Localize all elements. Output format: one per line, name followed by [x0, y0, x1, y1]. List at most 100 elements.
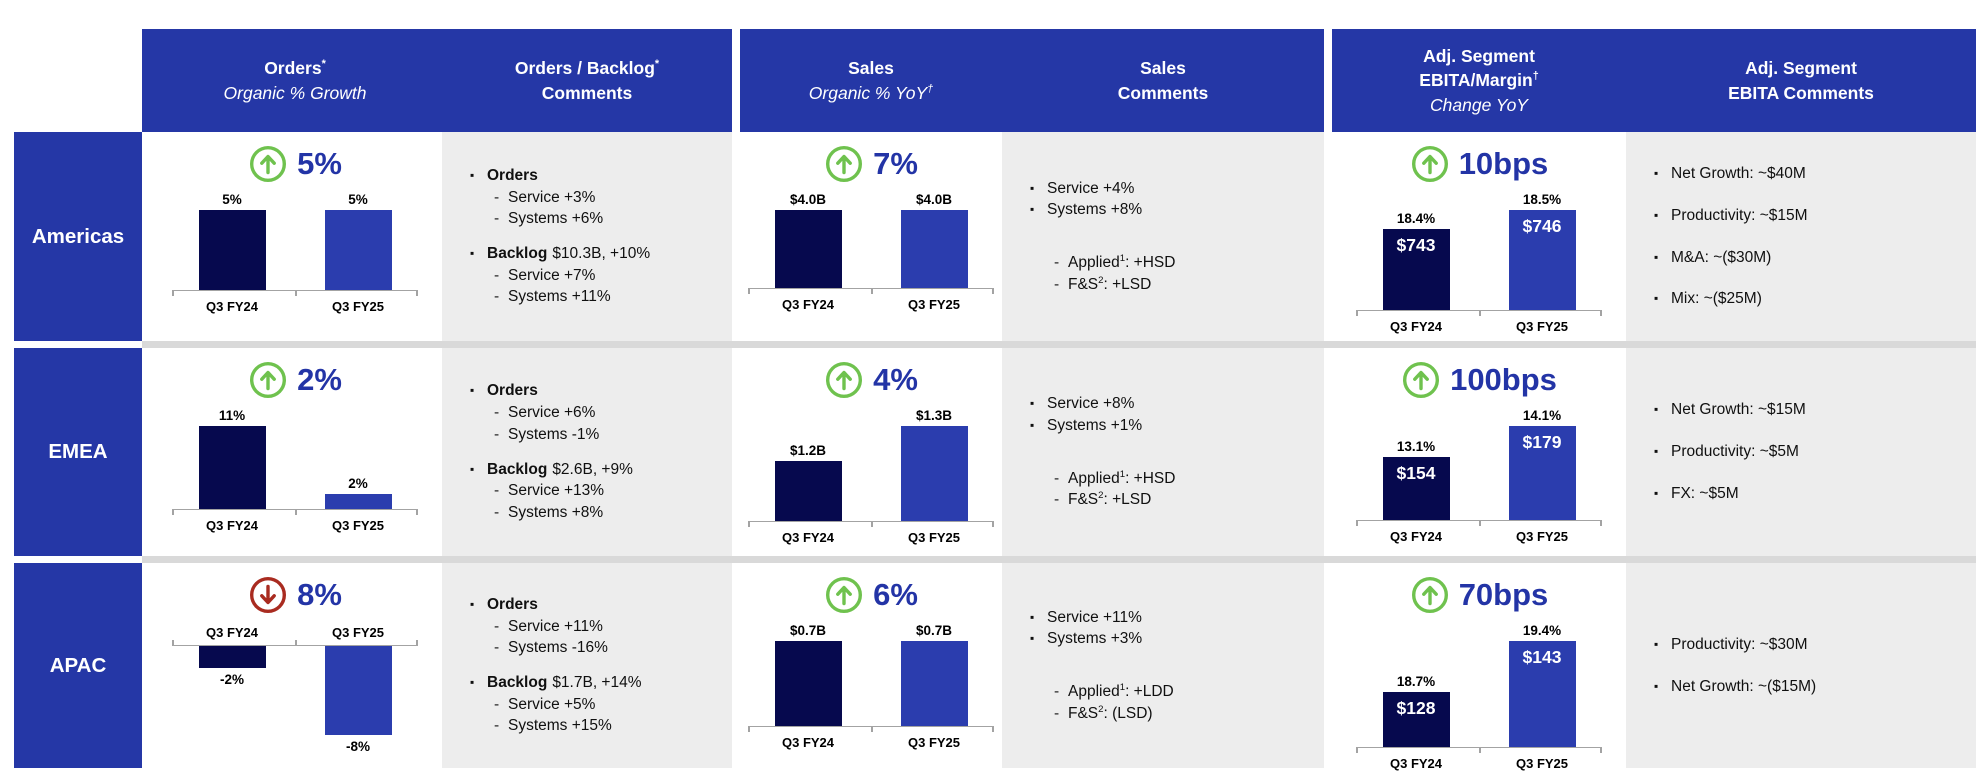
comment-line: ▪ FX: ~$5M — [1654, 483, 1968, 505]
bar-value-label: 11% — [218, 408, 246, 423]
comment-text: Orders — [487, 595, 538, 613]
header-ebita-margin: Adj. Segment EBITA/Margin† Change YoY — [1332, 29, 1626, 132]
bar-q3-fy24 — [774, 210, 842, 288]
bar-q3-fy24 — [198, 210, 266, 290]
header-orders-growth: Orders* Organic % Growth — [148, 29, 442, 132]
comment-line: - Systems -1% — [494, 424, 724, 446]
comment-line: ▪ Net Growth: ~($15M) — [1654, 676, 1968, 698]
header-title: Orders* — [264, 58, 326, 78]
bar-inside-label: $143 — [1522, 647, 1562, 667]
direction-arrow-icon — [824, 144, 864, 184]
americas-orders-backlog-comments: ▪ Orders - Service +3% - Systems +6% ▪ Backl… — [442, 132, 732, 341]
orders-growth-headline: 5% — [248, 144, 342, 184]
direction-arrow-icon — [248, 360, 288, 400]
region-label-emea: EMEA — [14, 348, 142, 556]
comment-text: Backlog — [487, 460, 548, 478]
comment-line: - Service +3% — [494, 187, 724, 209]
header-title: Sales — [1140, 58, 1186, 78]
comment-text: Service +11% — [508, 617, 603, 635]
bullet-icon: ▪ — [470, 167, 475, 182]
header-title: Adj. Segment — [1423, 45, 1535, 66]
comment-line: - Systems -16% — [494, 637, 724, 659]
x-axis-label: Q3 FY25 — [1515, 529, 1569, 544]
bar-q3-fy24: $743 — [1382, 229, 1450, 310]
bar-value-label: 18.7% — [1396, 674, 1436, 689]
bullet-icon: ▪ — [1654, 678, 1659, 693]
comment-text: Net Growth: ~($15M) — [1671, 677, 1817, 695]
x-axis — [1356, 310, 1602, 316]
comment-text: F&S2: +LSD — [1068, 490, 1152, 509]
bullet-icon: ▪ — [1030, 417, 1035, 432]
dash-icon: - — [1054, 469, 1060, 487]
apac-orders-backlog-comments: ▪ Orders - Service +11% - Systems -16% ▪ Bac… — [442, 563, 732, 768]
bar-value-label: $1.2B — [789, 443, 827, 458]
comment-text: $2.6B, +9% — [552, 460, 633, 478]
bar-q3-fy25 — [324, 646, 392, 735]
bullet-icon: ▪ — [1030, 396, 1035, 411]
apac-sales-chart-cell: 6% $0.7B $0.7B Q3 FY24 Q3 FY25 — [740, 563, 1002, 778]
comment-text: Applied1: +HSD — [1068, 252, 1176, 271]
comment-text: Backlog — [487, 245, 548, 262]
bar-value-label: 2% — [348, 476, 368, 491]
dash-icon: - — [1054, 254, 1060, 271]
bar-inside-label: $128 — [1396, 698, 1436, 718]
bullet-icon: ▪ — [1654, 444, 1659, 459]
comment-text: Applied1: +LDD — [1068, 681, 1174, 700]
x-axis-label: Q3 FY25 — [1515, 319, 1569, 334]
comment-line: ▪ Service +8% — [1030, 393, 1316, 415]
bar-value-label: 13.1% — [1396, 439, 1436, 454]
bullet-icon: ▪ — [1654, 166, 1659, 181]
comment-text: Systems +1% — [1047, 416, 1143, 434]
bullet-icon: ▪ — [1654, 249, 1659, 264]
dash-icon: - — [1054, 491, 1060, 509]
comment-text: Applied1: +HSD — [1068, 468, 1176, 487]
dash-icon: - — [494, 210, 500, 228]
x-axis — [748, 288, 994, 294]
bullet-icon: ▪ — [1654, 402, 1659, 417]
ebita-bar-chart: 18.7% $128 19.4% $143 Q3 FY24 Q3 FY25 — [1332, 623, 1626, 771]
comment-text: Service +7% — [508, 266, 596, 284]
ebita-bar-chart: 18.4% $743 18.5% $746 Q3 FY24 Q3 FY25 — [1332, 192, 1626, 334]
comment-text: F&S2: (LSD) — [1068, 703, 1153, 722]
comment-line: - F&S2: (LSD) — [1054, 703, 1316, 725]
orders-bar-chart: 11% 2% Q3 FY24 Q3 FY25 — [148, 408, 442, 533]
comment-text: Systems +8% — [508, 503, 604, 521]
apac-sales-comments: ▪ Service +11% ▪ Systems +3% - Applied1: +L… — [1002, 563, 1324, 768]
dash-icon: - — [494, 404, 500, 422]
americas-orders-chart-cell: 5% 5% 5% Q3 FY24 Q3 FY25 — [148, 132, 442, 341]
comment-line: ▪ Productivity: ~$15M — [1654, 205, 1968, 227]
dash-icon: - — [494, 266, 500, 284]
dash-icon: - — [494, 288, 500, 306]
bullet-icon: ▪ — [1654, 291, 1659, 306]
comment-text: Systems -16% — [508, 639, 608, 657]
comment-text: Service +8% — [1047, 395, 1135, 413]
sales-yoy-value: 4% — [873, 362, 918, 397]
bar-value-label: 18.4% — [1396, 211, 1436, 226]
bar-group: -8% — [304, 646, 412, 754]
header-sales-comments: Sales Comments — [1002, 29, 1324, 132]
direction-arrow-icon — [824, 360, 864, 400]
comment-text: Systems +11% — [508, 288, 611, 306]
row-separator — [142, 341, 1976, 348]
apac-orders-chart-cell: 8% Q3 FY24 Q3 FY25 -2% -8% — [148, 563, 442, 778]
header-title: Adj. Segment — [1745, 58, 1857, 78]
x-axis — [172, 290, 418, 296]
bar-group: $1.2B — [754, 443, 862, 521]
bar-group: $4.0B — [754, 192, 862, 288]
bullet-icon: ▪ — [1654, 485, 1659, 500]
x-axis-label: Q3 FY25 — [907, 297, 961, 312]
x-axis-label: Q3 FY25 — [907, 530, 961, 545]
bar-value-label: 5% — [222, 192, 242, 207]
comment-line: - Systems +11% — [494, 286, 724, 308]
comment-line: ▪ Productivity: ~$5M — [1654, 441, 1968, 463]
comment-line: ▪ Systems +3% — [1030, 628, 1316, 650]
header-subtitle: Organic % Growth — [223, 82, 367, 103]
bar-q3-fy24: $154 — [1382, 457, 1450, 520]
bar-group: -2% — [178, 646, 286, 687]
bar-value-label: $4.0B — [789, 192, 827, 207]
apac-ebita-chart-cell: 70bps 18.7% $128 19.4% $143 Q3 FY24 Q3 FY25 — [1332, 563, 1626, 778]
header-subtitle: Organic % YoY† — [808, 82, 934, 103]
dash-icon: - — [1054, 275, 1060, 293]
ebita-change-headline: 70bps — [1410, 575, 1548, 615]
